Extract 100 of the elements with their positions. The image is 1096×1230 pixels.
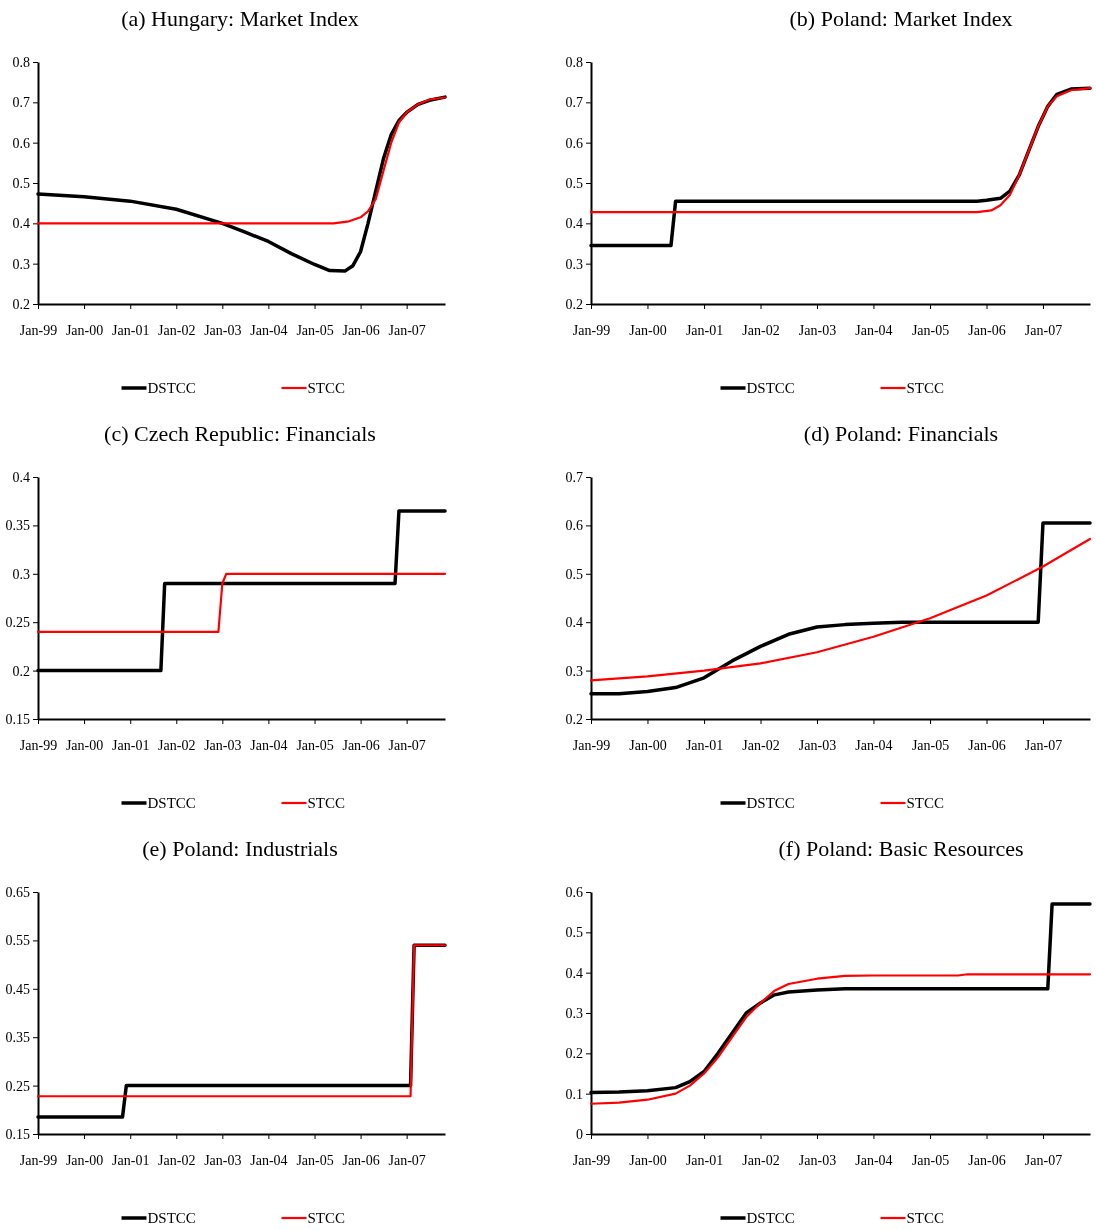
legend-label: DSTCC — [746, 380, 795, 396]
x-tick-label: Jan-00 — [629, 737, 667, 753]
x-tick-label: Jan-04 — [250, 322, 288, 338]
y-tick-label: 0.15 — [5, 1126, 30, 1142]
x-tick-label: Jan-02 — [158, 322, 196, 338]
y-tick-label: 0.1 — [565, 1086, 583, 1102]
legend-label: DSTCC — [746, 1210, 795, 1226]
x-tick-label: Jan-01 — [685, 1152, 724, 1168]
y-tick-label: 0.3 — [565, 1005, 583, 1021]
line-series — [36, 96, 447, 225]
y-tick-label: 0.35 — [5, 518, 30, 534]
y-tick-label: 0.8 — [12, 54, 30, 70]
y-tick-label: 0.6 — [565, 884, 583, 900]
y-tick-label: 0.5 — [565, 566, 583, 582]
y-tick-label: 0.3 — [565, 663, 583, 679]
x-tick-label: Jan-01 — [112, 322, 150, 338]
x-tick-label: Jan-03 — [798, 737, 837, 753]
x-tick-label: Jan-06 — [342, 737, 380, 753]
line-series — [589, 973, 1092, 1105]
x-tick-label: Jan-04 — [855, 737, 893, 753]
legend-label: DSTCC — [147, 380, 196, 396]
y-tick-label: 0.15 — [5, 711, 30, 727]
x-tick-label: Jan-02 — [742, 737, 780, 753]
legend-label: STCC — [906, 795, 945, 811]
x-tick-label: Jan-01 — [685, 737, 724, 753]
x-tick-label: Jan-05 — [296, 737, 334, 753]
line-series — [589, 537, 1092, 682]
legend-label: STCC — [307, 795, 346, 811]
y-tick-label: 0.2 — [565, 1046, 583, 1062]
x-tick-label: Jan-04 — [250, 1152, 288, 1168]
chart-title: (f) Poland: Basic Resources — [778, 836, 1024, 861]
y-tick-label: 0.3 — [12, 256, 30, 272]
y-tick-label: 0.5 — [12, 175, 30, 191]
x-tick-label: Jan-05 — [296, 1152, 334, 1168]
y-tick-label: 0.2 — [12, 296, 30, 312]
chart-title: (c) Czech Republic: Financials — [104, 421, 376, 446]
x-tick-label: Jan-99 — [19, 322, 58, 338]
x-tick-label: Jan-04 — [855, 1152, 893, 1168]
y-tick-label: 0.8 — [565, 54, 583, 70]
x-tick-label: Jan-00 — [629, 1152, 667, 1168]
x-tick-label: Jan-00 — [65, 1152, 104, 1168]
x-tick-label: Jan-05 — [911, 737, 950, 753]
y-tick-label: 0.7 — [565, 469, 583, 485]
x-tick-label: Jan-04 — [250, 737, 288, 753]
legend-label: STCC — [906, 380, 945, 396]
x-tick-label: Jan-01 — [112, 737, 150, 753]
y-tick-label: 0.25 — [5, 1078, 30, 1094]
x-tick-label: Jan-01 — [685, 322, 724, 338]
x-tick-label: Jan-02 — [742, 322, 780, 338]
legend-label: DSTCC — [147, 795, 196, 811]
legend-label: STCC — [906, 1210, 945, 1226]
x-tick-label: Jan-00 — [65, 737, 104, 753]
x-tick-label: Jan-07 — [388, 1152, 426, 1168]
x-tick-label: Jan-07 — [388, 737, 426, 753]
y-tick-label: 0.25 — [5, 615, 30, 631]
y-tick-label: 0.35 — [5, 1030, 30, 1046]
x-tick-label: Jan-04 — [855, 322, 893, 338]
x-tick-label: Jan-05 — [911, 1152, 950, 1168]
x-tick-label: Jan-06 — [342, 1152, 380, 1168]
y-tick-label: 0.3 — [12, 566, 30, 582]
y-tick-label: 0.7 — [565, 95, 583, 111]
x-tick-label: Jan-99 — [19, 737, 58, 753]
y-tick-label: 0.5 — [565, 175, 583, 191]
chart-title: (d) Poland: Financials — [803, 421, 999, 446]
x-tick-label: Jan-03 — [798, 322, 837, 338]
x-tick-label: Jan-00 — [629, 322, 667, 338]
line-series — [589, 87, 1092, 214]
x-tick-label: Jan-06 — [968, 322, 1006, 338]
y-tick-label: 0.4 — [565, 615, 583, 631]
x-tick-label: Jan-05 — [296, 322, 334, 338]
y-tick-label: 0 — [576, 1126, 583, 1142]
y-tick-label: 0.6 — [565, 518, 583, 534]
y-tick-label: 0.4 — [12, 469, 30, 485]
x-tick-label: Jan-03 — [204, 1152, 242, 1168]
x-tick-label: Jan-06 — [342, 322, 380, 338]
legend-label: STCC — [307, 380, 346, 396]
legend-label: DSTCC — [746, 795, 795, 811]
legend-label: DSTCC — [147, 1210, 196, 1226]
x-tick-label: Jan-07 — [1024, 1152, 1063, 1168]
x-tick-label: Jan-03 — [204, 737, 242, 753]
legend-label: STCC — [307, 1210, 346, 1226]
x-tick-label: Jan-06 — [968, 1152, 1006, 1168]
x-tick-label: Jan-99 — [19, 1152, 58, 1168]
x-tick-label: Jan-00 — [65, 322, 104, 338]
x-tick-label: Jan-99 — [572, 1152, 611, 1168]
x-tick-label: Jan-99 — [572, 322, 611, 338]
y-tick-label: 0.2 — [565, 711, 583, 727]
y-tick-label: 0.4 — [565, 965, 583, 981]
y-tick-label: 0.55 — [5, 933, 30, 949]
chart-title: (e) Poland: Industrials — [142, 836, 338, 861]
y-tick-label: 0.7 — [12, 95, 30, 111]
y-tick-label: 0.2 — [565, 296, 583, 312]
x-tick-label: Jan-07 — [1024, 737, 1063, 753]
x-tick-label: Jan-99 — [572, 737, 611, 753]
x-tick-label: Jan-03 — [798, 1152, 837, 1168]
chart-title: (b) Poland: Market Index — [789, 6, 1013, 31]
y-tick-label: 0.4 — [565, 216, 583, 232]
x-tick-label: Jan-07 — [1024, 322, 1063, 338]
x-tick-label: Jan-02 — [742, 1152, 780, 1168]
y-tick-label: 0.65 — [5, 884, 30, 900]
